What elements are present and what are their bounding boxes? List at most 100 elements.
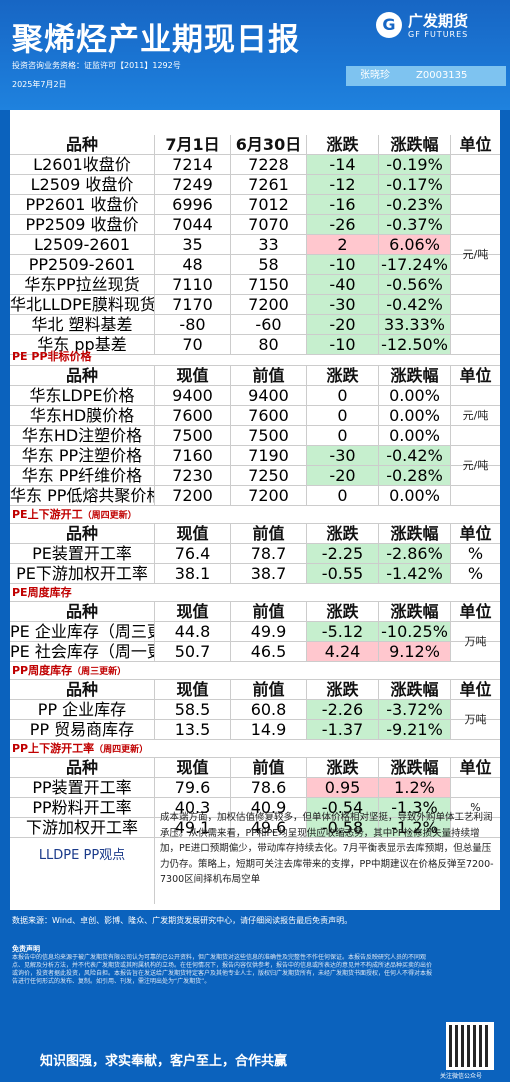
- value-cell: -0.19%: [379, 155, 451, 174]
- header-cell: 品种: [10, 680, 155, 699]
- logo-cn: 广发期货: [408, 12, 469, 30]
- value-cell: -0.54: [307, 798, 379, 817]
- header-cell: 7月1日: [155, 135, 231, 154]
- value-cell: 49.6: [231, 818, 307, 837]
- unit-cell: %: [467, 564, 484, 583]
- header-cell: 单位: [459, 602, 492, 621]
- table-row: 华东PP拉丝现货 7110 7150 -40 -0.56%: [10, 275, 500, 295]
- header-cell: 前值: [231, 758, 307, 777]
- table-row: 下游加权开工率 49.1 49.6 -0.58 -1.2%: [10, 818, 500, 838]
- value-cell: 0: [307, 406, 379, 425]
- table-row: 华东 PP注塑价格 7160 7190 -30 -0.42%: [10, 446, 500, 466]
- table-row: PP 企业库存 58.5 60.8 -2.26 -3.72%: [10, 700, 500, 720]
- section-title-table2: PE PP非标价格: [10, 348, 500, 366]
- table-row: L2509 收盘价 7249 7261 -12 -0.17%: [10, 175, 500, 195]
- value-cell: 13.5: [155, 720, 231, 739]
- value-cell: -20: [307, 315, 379, 334]
- value-cell: -0.55: [307, 564, 379, 583]
- value-cell: 7190: [231, 446, 307, 465]
- value-cell: 0.00%: [379, 406, 451, 425]
- item-name: 华东HD膜价格: [10, 406, 155, 425]
- unit-cell: [451, 195, 500, 214]
- value-cell: 0: [307, 386, 379, 405]
- value-cell: 7249: [155, 175, 231, 194]
- table-row: PE 企业库存（周三更新）44.849.9-5.12-10.25%: [10, 622, 500, 642]
- value-cell: 70: [155, 335, 231, 354]
- unit-cell: [451, 295, 500, 314]
- table-header-table1: 品种 7月1日 6月30日 涨跌 涨跌幅 单位: [10, 135, 500, 155]
- value-cell: 7200: [231, 295, 307, 314]
- item-name: 华东HD注塑价格: [10, 426, 155, 445]
- header-cell: 涨跌: [307, 680, 379, 699]
- header-cell: 单位: [459, 758, 492, 777]
- value-cell: 7170: [155, 295, 231, 314]
- value-cell: 7070: [231, 215, 307, 234]
- value-cell: 40.9: [231, 798, 307, 817]
- header-cell: 品种: [10, 758, 155, 777]
- item-name: 华东PP拉丝现货: [10, 275, 155, 294]
- value-cell: -2.86%: [379, 544, 451, 563]
- item-name: PE 企业库存（周三更新）: [10, 622, 155, 641]
- section-title-table6: PP上下游开工率（周四更新）: [10, 740, 500, 758]
- unit-label-table2b: 元/吨: [462, 459, 489, 472]
- table-row: PP2509 收盘价 7044 7070 -26 -0.37%: [10, 215, 500, 235]
- unit-label-table6: %: [470, 801, 481, 814]
- header-cell: 现值: [155, 680, 231, 699]
- value-cell: 49.9: [231, 622, 307, 641]
- header-cell: 前值: [231, 602, 307, 621]
- item-name: PE装置开工率: [10, 544, 155, 563]
- table-row: PE装置开工率 76.4 78.7 -2.25 -2.86%%: [10, 544, 500, 564]
- qualification: 投资咨询业务资格：证监许可【2011】1292号: [12, 61, 181, 70]
- header-cell: 品种: [10, 366, 155, 385]
- section-title-text: PE PP非标价格: [12, 350, 92, 363]
- value-cell: -1.3%: [379, 798, 451, 817]
- section-title-table3: PE上下游开工（周四更新）: [10, 506, 500, 524]
- value-cell: 9.12%: [379, 642, 451, 661]
- value-cell: 6996: [155, 195, 231, 214]
- header-cell: 单位: [459, 524, 492, 543]
- report-title: 聚烯烃产业期现日报: [12, 22, 300, 58]
- section-title-text: PP周度库存: [12, 664, 73, 677]
- value-cell: 6.06%: [379, 235, 451, 254]
- header-cell: 品种: [10, 135, 155, 154]
- value-cell: -14: [307, 155, 379, 174]
- unit-cell: [451, 486, 500, 505]
- header-cell: 现值: [155, 524, 231, 543]
- value-cell: -0.42%: [379, 446, 451, 465]
- table-row: 华北LLDPE膜料现货 7170 7200 -30 -0.42%: [10, 295, 500, 315]
- table-row: PP 贸易商库存 13.5 14.9 -1.37 -9.21%: [10, 720, 500, 740]
- value-cell: -0.37%: [379, 215, 451, 234]
- header-cell: 前值: [231, 524, 307, 543]
- value-cell: 78.6: [231, 778, 307, 797]
- value-cell: 7500: [231, 426, 307, 445]
- table-row: PP粉料开工率 40.3 40.9 -0.54 -1.3%: [10, 798, 500, 818]
- item-name: PP 贸易商库存: [10, 720, 155, 739]
- unit-cell: [451, 778, 500, 797]
- item-name: 华东 pp基差: [10, 335, 155, 354]
- table-row: 华东HD注塑价格 7500 7500 0 0.00%: [10, 426, 500, 446]
- table-row: 华东HD膜价格 7600 7600 0 0.00%: [10, 406, 500, 426]
- report-date: 2025年7月2日: [12, 80, 67, 89]
- header-cell: 6月30日: [231, 135, 307, 154]
- item-name: PE下游加权开工率: [10, 564, 155, 583]
- view-text: 成本端方面，加权估值修复较多，但单体价格相对坚挺，导致外购单体工艺利润承压。从供…: [160, 812, 494, 885]
- value-cell: 7600: [155, 406, 231, 425]
- value-cell: -0.58: [307, 818, 379, 837]
- item-name: 华北LLDPE膜料现货: [10, 295, 155, 314]
- value-cell: -10: [307, 255, 379, 274]
- table-row: 华东 pp基差 70 80 -10 -12.50%: [10, 335, 500, 355]
- unit-cell: [451, 386, 500, 405]
- header-cell: 现值: [155, 758, 231, 777]
- value-cell: -60: [231, 315, 307, 334]
- section-title-text: PE周度库存: [12, 586, 72, 599]
- unit-cell: [451, 175, 500, 194]
- header-cell: 品种: [10, 524, 155, 543]
- table-header-table6: 品种 现值 前值 涨跌 涨跌幅 单位: [10, 758, 500, 778]
- value-cell: 33: [231, 235, 307, 254]
- value-cell: 78.7: [231, 544, 307, 563]
- table-row: PP2509-2601 48 58 -10 -17.24%: [10, 255, 500, 275]
- header-cell: 涨跌: [307, 366, 379, 385]
- value-cell: -16: [307, 195, 379, 214]
- value-cell: 7200: [231, 486, 307, 505]
- item-name: 华东LDPE价格: [10, 386, 155, 405]
